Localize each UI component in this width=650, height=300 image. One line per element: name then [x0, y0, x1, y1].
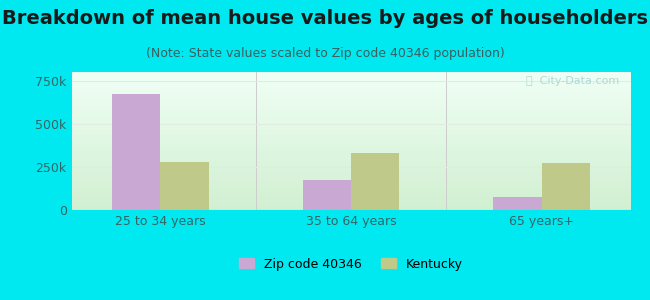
Legend: Zip code 40346, Kentucky: Zip code 40346, Kentucky [234, 253, 468, 275]
Bar [541, 163, 590, 210]
Bar [351, 153, 399, 210]
Text: Breakdown of mean house values by ages of householders: Breakdown of mean house values by ages o… [2, 9, 648, 28]
Bar [303, 180, 351, 210]
Text: ⓘ  City-Data.com: ⓘ City-Data.com [526, 76, 619, 86]
Bar [161, 162, 209, 210]
Text: (Note: State values scaled to Zip code 40346 population): (Note: State values scaled to Zip code 4… [146, 46, 504, 59]
Bar [112, 94, 161, 210]
Bar [493, 197, 541, 210]
